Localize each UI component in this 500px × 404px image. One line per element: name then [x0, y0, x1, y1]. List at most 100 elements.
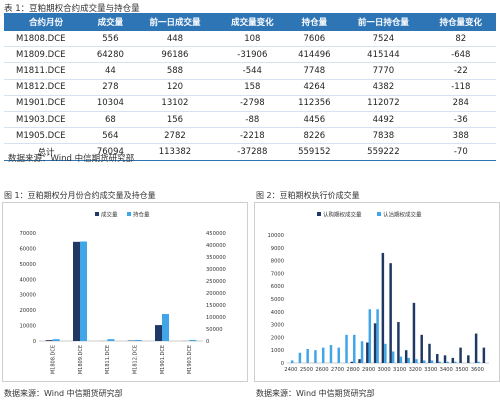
bar-put-volume	[329, 345, 333, 363]
bar-put-volume	[430, 360, 434, 363]
cell: 64280	[88, 46, 133, 64]
cell: 559222	[341, 143, 426, 161]
cell: -648	[425, 46, 496, 64]
strike-volume-chart: 认购期权成交量 认沽期权成交量 0 1000 2000 3000 4000 5000 6000 7…	[267, 211, 489, 373]
bar-call-volume	[397, 322, 400, 363]
header-open-interest: 持仓量	[287, 13, 342, 31]
cell: 120	[132, 79, 218, 96]
cell: 7606	[287, 31, 342, 48]
legend-swatch-2	[127, 212, 131, 216]
bar-call-volume	[459, 347, 462, 363]
bar-put-volume	[438, 361, 441, 363]
fig2-source-note: 数据来源：Wind 中信期货研究部	[256, 389, 375, 398]
y-tick-label: 40000	[19, 277, 36, 283]
legend-swatch-2	[377, 212, 381, 216]
x-tick-label: 3400	[440, 367, 453, 373]
cell: 556	[88, 31, 133, 48]
cell: 8226	[287, 127, 342, 145]
y2-tick-label: 150000	[206, 303, 226, 309]
header-contract-month: 合约月份	[4, 13, 88, 31]
x-tick-label: 3500	[455, 367, 468, 373]
y-tick-label: 5000	[271, 297, 284, 303]
table-row: M1905.DCE 564 2782 -2218 8226 7838 388	[4, 127, 496, 145]
y-tick-label: 50000	[19, 262, 36, 268]
header-volume-change: 成交量变化	[217, 13, 288, 31]
y-tick-label: 20000	[19, 308, 36, 314]
bar-put-volume	[368, 309, 372, 363]
cell: 156	[132, 111, 218, 129]
cell: -37288	[217, 143, 288, 161]
y-tick-label: 4000	[271, 310, 284, 316]
y2-tick-label: 450000	[206, 231, 226, 237]
bar-put-volume	[446, 361, 449, 363]
cell: 4382	[341, 79, 426, 96]
table-total-row: 总计 76094 113382 -37288 559152 559222 -70	[4, 143, 496, 161]
cell: 7748	[287, 62, 342, 80]
y-tick-label: 1000	[271, 348, 284, 354]
x-tick-label: 3100	[393, 367, 406, 373]
bar-open-interest	[80, 241, 87, 341]
bar-put-volume	[477, 361, 480, 363]
fig2-chart-frame: 认购期权成交量 认沽期权成交量 0 1000 2000 3000 4000 5000 6000 7…	[254, 202, 500, 382]
table-row: M1809.DCE 64280 96186 -31906 414496 4151…	[4, 46, 496, 64]
y-tick-label: 8000	[271, 259, 284, 265]
table-row: M1808.DCE 556 448 108 7606 7524 82	[4, 31, 496, 48]
bar-put-volume	[384, 343, 387, 363]
bar-volume	[73, 241, 80, 341]
cell: 278	[88, 79, 133, 96]
x-tick-label: 3300	[424, 367, 437, 373]
cell: -118	[425, 79, 496, 96]
bar-put-volume	[391, 351, 395, 363]
y-tick-label: 30000	[19, 293, 36, 299]
bar-put-volume	[314, 350, 317, 363]
table-row: M1901.DCE 10304 13102 -2798 112356 11207…	[4, 95, 496, 112]
table-source-note: 数据来源：Wind 中信期货研究部	[8, 154, 135, 164]
header-prev-volume: 前一日成交量	[132, 13, 218, 31]
bar-call-volume	[350, 361, 354, 363]
table-row: M1812.DCE 278 120 158 4264 4382 -118	[4, 79, 496, 96]
bar-call-volume	[373, 323, 377, 363]
x-tick-label: 2900	[362, 367, 375, 373]
x-tick-label: 3200	[409, 367, 422, 373]
bar-put-volume	[353, 334, 356, 363]
bar-open-interest	[107, 339, 115, 341]
y-tick-label: 10000	[267, 233, 284, 239]
y-tick-label: 9000	[271, 246, 284, 252]
x-tick-label: M1812.DCE	[132, 345, 138, 374]
cell: 7838	[341, 127, 426, 145]
bar-put-volume	[345, 334, 348, 363]
y2-tick-label: 300000	[206, 267, 226, 273]
cell: 7770	[341, 62, 426, 80]
bar-open-interest	[189, 339, 197, 341]
bar-put-volume	[298, 352, 302, 363]
y-tick-label: 0	[281, 361, 284, 367]
cell: 415144	[341, 46, 426, 64]
legend-label-1: 成交量	[101, 211, 118, 219]
x-tick-label: 2700	[331, 367, 344, 373]
legend-label-2: 持仓量	[133, 211, 150, 219]
cell: -2218	[217, 127, 288, 145]
cell: 284	[425, 95, 496, 112]
bar-volume	[155, 325, 162, 341]
cell: 4492	[341, 111, 426, 129]
contract-volume-table: 合约月份 成交量 前一日成交量 成交量变化 持仓量 前一日持仓量 持仓量变化 M…	[4, 13, 496, 161]
header-prev-open-interest: 前一日持仓量	[341, 13, 426, 31]
cell: 4456	[287, 111, 342, 129]
cell: 108	[217, 31, 288, 48]
cell: 388	[425, 127, 496, 145]
cell: M1811.DCE	[4, 62, 88, 80]
bar-put-volume	[321, 347, 325, 363]
cell: 76094	[88, 143, 133, 161]
cell: 588	[132, 62, 218, 80]
bar-call-volume	[436, 354, 439, 363]
bar-put-volume	[360, 341, 364, 363]
bar-put-volume	[454, 361, 457, 363]
cell: M1905.DCE	[4, 127, 88, 145]
cell: -88	[217, 111, 288, 129]
x-tick-label: 2600	[315, 367, 328, 373]
total-label: 总计	[4, 143, 88, 161]
y2-tick-label: 0	[206, 339, 209, 345]
cell: 96186	[132, 46, 218, 64]
x-tick-label: 2400	[284, 367, 297, 373]
legend-swatch-1	[95, 212, 99, 216]
